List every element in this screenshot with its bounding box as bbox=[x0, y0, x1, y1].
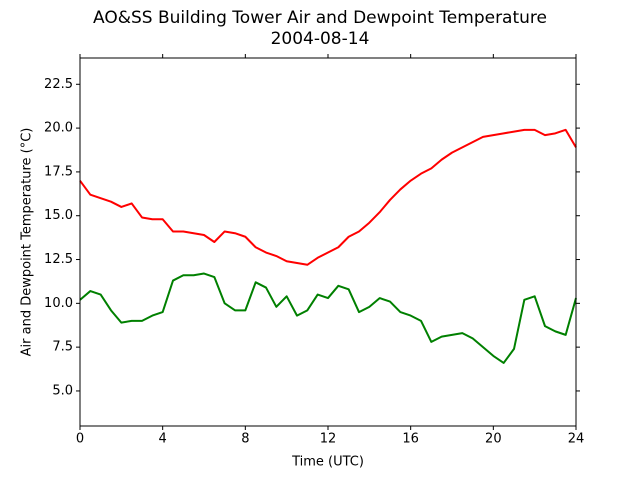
y-tick-label: 15.0 bbox=[44, 208, 73, 223]
plot-frame bbox=[79, 57, 577, 427]
chart-title: AO&SS Building Tower Air and Dewpoint Te… bbox=[93, 8, 547, 28]
x-axis-label: Time (UTC) bbox=[291, 455, 364, 470]
x-tick-label: 12 bbox=[320, 432, 337, 447]
y-tick-label: 12.5 bbox=[44, 252, 73, 267]
y-tick-label: 10.0 bbox=[44, 296, 73, 311]
x-tick-label: 8 bbox=[241, 432, 249, 447]
line-series bbox=[79, 128, 577, 266]
x-tick-label: 20 bbox=[485, 432, 502, 447]
line-series bbox=[79, 272, 577, 364]
x-tick-label: 0 bbox=[76, 432, 84, 447]
y-tick-label: 20.0 bbox=[44, 121, 73, 136]
x-tick-label: 4 bbox=[159, 432, 167, 447]
x-tick-label: 16 bbox=[402, 432, 419, 447]
y-tick-label: 7.5 bbox=[52, 340, 73, 355]
y-tick-label: 17.5 bbox=[44, 164, 73, 179]
chart-subtitle: 2004-08-14 bbox=[271, 29, 370, 49]
y-tick-label: 5.0 bbox=[52, 383, 73, 398]
y-axis-label: Air and Dewpoint Temperature (°C) bbox=[20, 128, 35, 357]
y-tick-label: 22.5 bbox=[44, 77, 73, 92]
x-tick-label: 24 bbox=[568, 432, 585, 447]
